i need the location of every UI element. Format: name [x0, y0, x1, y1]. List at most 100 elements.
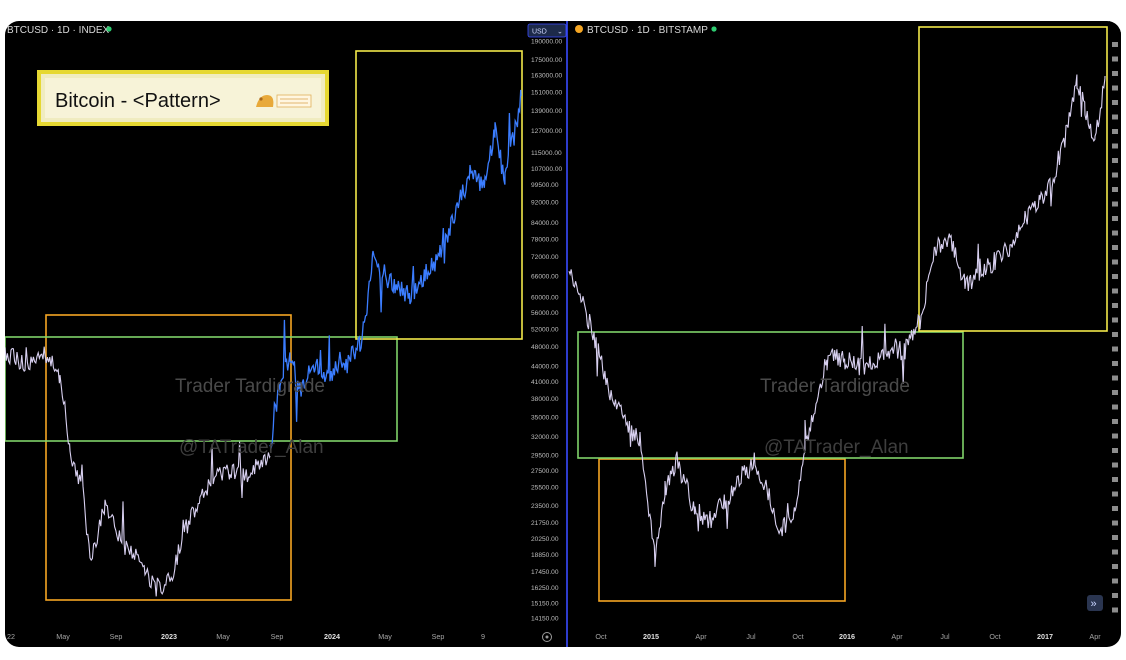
right-orange-box — [598, 458, 846, 602]
price-tick-label: 151000.00 — [531, 90, 563, 97]
time-tick-label: Apr — [695, 632, 707, 641]
price-tick-label: 15150.00 — [531, 600, 559, 607]
time-tick-label: Sep — [271, 632, 284, 641]
right-price-tick — [1112, 143, 1118, 149]
time-tick-label: Sep — [432, 632, 445, 641]
chart-comparison-image: BTCUSD · 1D · INDEX Trader Tardigrade @T… — [5, 21, 1121, 647]
left-yellow-box — [355, 50, 523, 340]
price-tick-label: 78000.00 — [531, 236, 559, 243]
price-axis: 190000.00 175000.00 163000.00 151000.00 1390… — [531, 39, 563, 623]
right-price-tick — [1112, 114, 1118, 120]
right-price-tick — [1112, 520, 1118, 526]
price-tick-label: 56000.00 — [531, 310, 559, 317]
right-price-tick — [1112, 201, 1118, 207]
title-box-text: Bitcoin - <Pattern> — [55, 90, 221, 112]
price-tick-label: 35000.00 — [531, 414, 559, 421]
time-tick-label: 2017 — [1037, 632, 1053, 641]
price-tick-label: 66000.00 — [531, 273, 559, 280]
price-tick-label: 175000.00 — [531, 57, 563, 64]
bitcoin-logo-icon — [575, 25, 583, 33]
right-price-tick — [1112, 332, 1118, 337]
time-tick-label: Oct — [989, 632, 1000, 641]
right-price-tick — [1112, 129, 1118, 134]
left-watermark-handle: @TATrader_Alan — [179, 437, 324, 458]
right-watermark-handle: @TATrader_Alan — [764, 437, 909, 458]
price-tick-label: 18850.00 — [531, 552, 559, 559]
right-price-tick — [1112, 607, 1118, 613]
time-tick-label: Apr — [891, 632, 903, 641]
time-tick-label: 9 — [481, 632, 485, 641]
price-tick-label: 127000.00 — [531, 128, 563, 135]
right-price-tick — [1112, 491, 1118, 497]
right-price-tick — [1112, 578, 1118, 584]
right-price-tick — [1112, 506, 1118, 511]
right-price-tick — [1112, 549, 1118, 555]
right-price-tick — [1112, 448, 1118, 453]
time-tick-label: Jul — [746, 632, 756, 641]
time-tick-label: Apr — [1089, 632, 1101, 641]
right-price-tick — [1112, 288, 1118, 294]
chart-canvas: BTCUSD · 1D · INDEX Trader Tardigrade @T… — [5, 21, 1121, 647]
currency-button-label: USD — [532, 29, 547, 36]
price-tick-label: 38000.00 — [531, 396, 559, 403]
price-tick-label: 21750.00 — [531, 520, 559, 527]
right-price-tick — [1112, 404, 1118, 410]
time-tick-label: Oct — [792, 632, 803, 641]
right-price-tick — [1112, 462, 1118, 468]
price-tick-label: 72000.00 — [531, 254, 559, 261]
currency-button[interactable]: USD ⌄ — [527, 23, 567, 38]
axis-settings-dot — [545, 635, 549, 639]
price-tick-label: 107000.00 — [531, 166, 563, 173]
price-tick-label: 16250.00 — [531, 585, 559, 592]
title-box: Bitcoin - <Pattern> — [37, 70, 329, 126]
price-tick-label: 190000.00 — [531, 39, 563, 46]
currency-button-bg[interactable] — [527, 23, 567, 38]
time-tick-label: Jul — [940, 632, 950, 641]
right-price-tick — [1112, 187, 1118, 192]
price-tick-label: 25500.00 — [531, 485, 559, 492]
axis-settings-ring[interactable] — [542, 632, 552, 642]
right-symbol-label: BTCUSD · 1D · BITSTAMP — [587, 25, 708, 36]
right-price-tick — [1112, 56, 1118, 62]
scroll-button-bg[interactable] — [1087, 595, 1103, 611]
left-chart-panel: BTCUSD · 1D · INDEX Trader Tardigrade @T… — [5, 21, 568, 647]
right-price-line — [568, 74, 1106, 567]
price-tick-label: 99500.00 — [531, 182, 559, 189]
price-tick-label: 41000.00 — [531, 379, 559, 386]
price-tick-label: 84000.00 — [531, 220, 559, 227]
time-tick-label: Sep — [110, 632, 123, 641]
right-price-tick — [1112, 535, 1118, 540]
scroll-to-latest-button[interactable]: » — [1087, 595, 1103, 611]
double-chevron-right-icon: » — [1091, 598, 1097, 610]
price-tick-label: 92000.00 — [531, 200, 559, 207]
time-tick-label: 2023 — [161, 632, 177, 641]
time-tick-label: 2015 — [643, 632, 659, 641]
right-price-tick — [1112, 390, 1118, 395]
right-price-tick — [1112, 230, 1118, 236]
left-time-axis: 22 May Sep 2023 May Sep 2024 May Sep 9 — [7, 632, 485, 641]
right-price-tick — [1112, 477, 1118, 482]
right-chart-panel: BTCUSD · 1D · BITSTAMP Trader Tardigrade… — [568, 21, 1121, 641]
price-tick-label: 32000.00 — [531, 434, 559, 441]
title-box-inner — [45, 78, 321, 118]
right-price-tick — [1112, 317, 1118, 323]
right-price-tick — [1112, 42, 1118, 47]
left-symbol-label: BTCUSD · 1D · INDEX — [7, 25, 110, 36]
left-watermark-name: Trader Tardigrade — [175, 376, 325, 397]
right-price-tick — [1112, 259, 1118, 265]
price-tick-label: 20250.00 — [531, 536, 559, 543]
price-tick-label: 139000.00 — [531, 108, 563, 115]
price-axis-area — [527, 21, 567, 629]
left-price-line-overlay — [269, 89, 522, 451]
right-price-tick — [1112, 346, 1118, 352]
right-time-axis: Oct 2015 Apr Jul Oct 2016 Apr Jul Oct 2017 Apr — [595, 632, 1101, 641]
price-tick-label: 27500.00 — [531, 468, 559, 475]
axis-settings-icon[interactable] — [542, 632, 552, 642]
right-price-tick — [1112, 172, 1118, 178]
price-tick-label: 60000.00 — [531, 295, 559, 302]
price-tick-label: 17450.00 — [531, 569, 559, 576]
time-tick-label: 2024 — [324, 632, 340, 641]
price-tick-label: 163000.00 — [531, 73, 563, 80]
price-tick-label: 29500.00 — [531, 452, 559, 459]
